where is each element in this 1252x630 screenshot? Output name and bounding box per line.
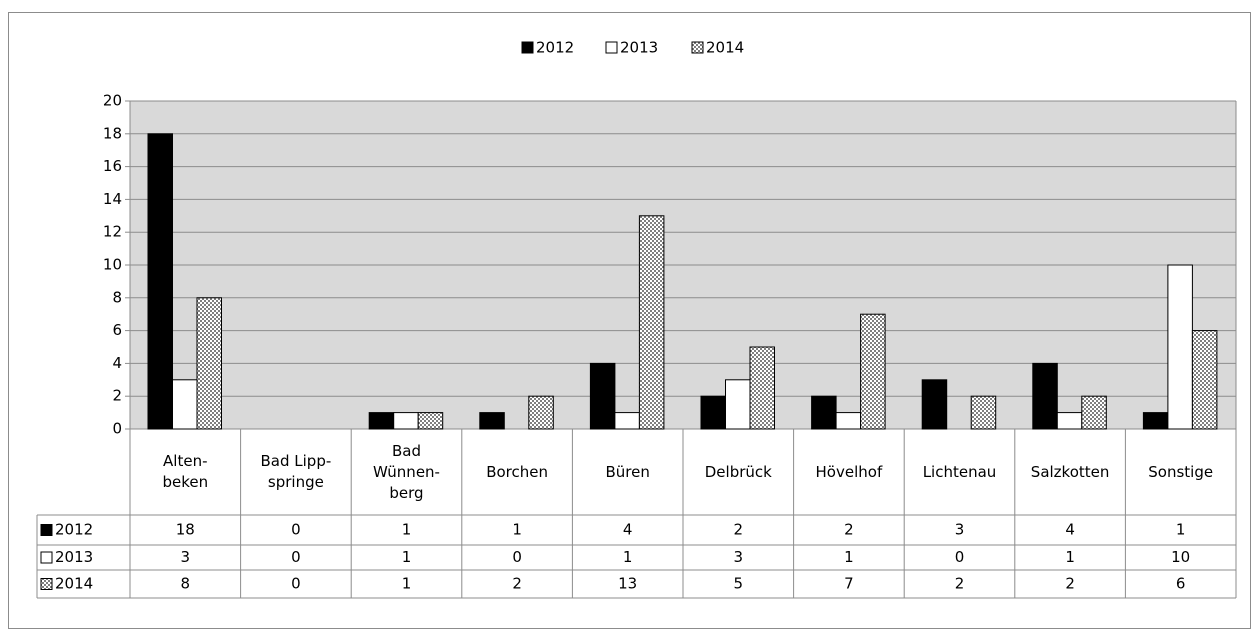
table-value: 3 xyxy=(734,548,744,566)
y-tick-label: 12 xyxy=(103,223,122,241)
table-value: 1 xyxy=(402,521,412,539)
bar xyxy=(1142,412,1169,430)
table-value: 2 xyxy=(512,575,522,593)
bar xyxy=(700,395,726,430)
table-value: 1 xyxy=(623,548,633,566)
table-value: 5 xyxy=(734,575,744,593)
y-tick-label: 16 xyxy=(103,157,122,175)
y-tick-label: 6 xyxy=(112,321,122,339)
category-label: Bad Wünnen- berg xyxy=(373,441,440,502)
bar xyxy=(1056,412,1083,430)
bar xyxy=(638,215,665,430)
bar xyxy=(970,395,997,430)
legend-swatch xyxy=(691,41,704,54)
bar xyxy=(921,379,948,430)
category-label: Büren xyxy=(605,462,650,481)
category-label: Hövelhof xyxy=(815,462,883,481)
bar xyxy=(614,412,640,430)
bar xyxy=(1191,330,1218,430)
table-value: 0 xyxy=(955,548,965,566)
y-tick-label: 18 xyxy=(103,124,122,142)
table-value: 13 xyxy=(618,575,637,593)
bar xyxy=(835,412,862,430)
bar xyxy=(368,412,395,430)
bar xyxy=(811,395,837,430)
bar xyxy=(589,362,616,430)
table-value: 6 xyxy=(1176,575,1186,593)
table-value: 2 xyxy=(955,575,965,593)
table-value: 8 xyxy=(181,575,191,593)
table-row-label: 2012 xyxy=(55,521,93,539)
table-value: 0 xyxy=(291,575,301,593)
y-tick-label: 0 xyxy=(112,420,122,438)
table-value: 3 xyxy=(955,521,965,539)
bar xyxy=(479,412,505,430)
table-value: 2 xyxy=(844,521,854,539)
legend-swatch xyxy=(605,41,618,54)
legend-swatch xyxy=(521,41,534,54)
y-tick-label: 20 xyxy=(103,92,122,110)
category-label: Delbrück xyxy=(704,462,772,481)
category-label: Bad Lipp- springe xyxy=(260,452,332,491)
bar xyxy=(1032,362,1058,430)
bar xyxy=(393,412,419,430)
table-legend-swatch xyxy=(40,551,53,564)
table-row-label: 2013 xyxy=(55,548,93,566)
table-value: 18 xyxy=(176,521,195,539)
table-value: 4 xyxy=(1065,521,1075,539)
table-value: 1 xyxy=(1176,521,1186,539)
table-value: 0 xyxy=(291,548,301,566)
table-legend-swatch xyxy=(40,578,53,590)
table-value: 1 xyxy=(512,521,522,539)
bar xyxy=(749,346,775,430)
bar xyxy=(528,395,554,430)
category-label: Salzkotten xyxy=(1030,462,1110,481)
table-legend-swatch xyxy=(40,524,53,536)
bar xyxy=(1081,395,1107,430)
y-tick-label: 8 xyxy=(112,288,122,306)
bar xyxy=(860,313,886,430)
table-row-label: 2014 xyxy=(55,575,93,593)
category-label: Borchen xyxy=(486,462,548,481)
y-tick-label: 2 xyxy=(112,387,122,405)
table-value: 10 xyxy=(1171,548,1190,566)
bar xyxy=(172,379,198,430)
bar xyxy=(147,133,173,430)
table-value: 7 xyxy=(844,575,854,593)
table-value: 0 xyxy=(291,521,301,539)
bar xyxy=(417,412,444,430)
category-label: Alten- beken xyxy=(162,452,209,491)
table-value: 1 xyxy=(402,548,412,566)
table-value: 1 xyxy=(1065,548,1075,566)
table-value: 3 xyxy=(181,548,191,566)
category-label: Sonstige xyxy=(1148,462,1214,481)
bar xyxy=(1167,264,1193,430)
y-tick-label: 4 xyxy=(112,354,122,372)
category-label: Lichtenau xyxy=(922,462,997,481)
table-value: 1 xyxy=(844,548,854,566)
table-value: 1 xyxy=(402,575,412,593)
legend-label: 2012 xyxy=(536,39,574,57)
table-value: 2 xyxy=(734,521,744,539)
table-value: 2 xyxy=(1065,575,1075,593)
legend-label: 2014 xyxy=(706,39,744,57)
table-value: 0 xyxy=(512,548,522,566)
bar xyxy=(725,379,751,430)
bar xyxy=(196,297,222,430)
y-tick-label: 14 xyxy=(103,190,122,208)
y-tick-label: 10 xyxy=(103,256,122,274)
legend-label: 2013 xyxy=(620,39,658,57)
table-value: 4 xyxy=(623,521,633,539)
